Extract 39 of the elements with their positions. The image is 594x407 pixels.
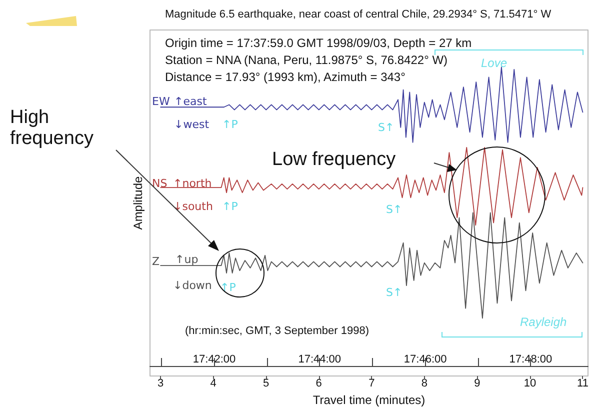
annotation: NS [152,176,168,190]
x2-tick-label: 17:48:00 [509,354,552,366]
y-axis-title: Amplitude [131,176,145,230]
x-axis-title: Travel time (minutes) [312,392,426,407]
annotation: Love [481,56,508,70]
annotation: S↑ [378,120,394,134]
annotation: ↓down [173,278,212,292]
annotation: (hr:min:sec, GMT, 3 September 1998) [185,324,370,336]
annotation: ↑north [173,176,212,190]
annotation: ↑P [222,200,238,212]
annotation: Z [152,254,160,268]
x2-tick-label: 17:46:00 [404,354,447,366]
x2-tick-label: 17:42:00 [192,354,236,366]
text: Origin time = 17:37:59.0 GMT 1998/09/03, Depth = 27 km [165,36,472,50]
annotation: ↑up [175,252,198,266]
x-tick-label: 3 [157,378,164,390]
x-tick-label: 6 [316,378,322,390]
chart-title: Magnitude 6.5 earthquake, near coast of central Chile, 29.2934° S, 71.5471° W [165,8,552,20]
annotation: EW [152,94,170,108]
text: Station = NNA (Nana, Peru, 11.9875° S, 76.8422° W) [165,53,448,67]
annotation: Low frequency [272,148,397,170]
text: High frequency [10,106,94,150]
annotation: ↑P [220,280,236,294]
x-tick-label: 10 [524,378,536,390]
x-tick-label: 9 [474,378,480,390]
x2-tick-label: 17:44:00 [298,354,342,366]
annotation: S↑ [386,202,402,216]
annotation: ↑P [222,118,238,130]
annotation: Rayleigh [520,315,567,329]
x-tick-label: 4 [210,378,216,390]
annotation: ↑east [174,94,207,108]
x-tick-label: 7 [368,378,375,390]
annotation: Distance = 17.93° (1993 km), Azimuth = 343° [165,70,406,84]
x-tick-label: 8 [421,378,428,390]
x-tick-label: 11 [577,378,588,390]
x-tick-label: 5 [263,378,270,390]
annotation: S↑ [386,286,402,298]
annotation: ↓south [173,200,213,212]
annotation: ↓west [174,118,210,130]
